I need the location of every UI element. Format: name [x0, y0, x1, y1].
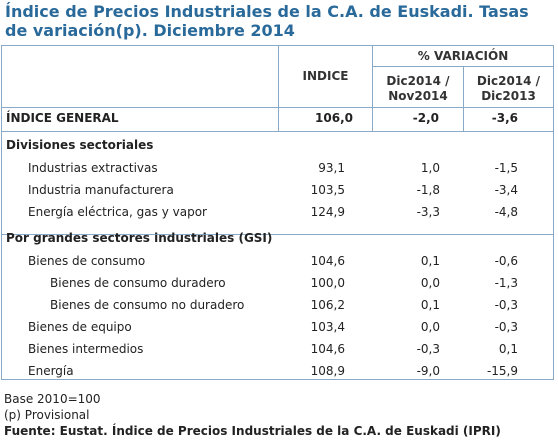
row-var2: -3,4 — [494, 183, 518, 197]
row-indice: 106,2 — [310, 298, 345, 312]
table-row: ÍNDICE GENERAL 106,0 -2,0 -3,6 — [2, 108, 553, 130]
section-heading: Divisiones sectoriales — [2, 135, 553, 157]
table-row: Bienes de consumo 104,6 0,1 -0,6 — [2, 251, 553, 273]
col-divider-2 — [372, 46, 373, 131]
col-divider-1 — [278, 46, 279, 131]
row-var2: -15,9 — [486, 364, 518, 378]
table-row: Energía eléctrica, gas y vapor 124,9 -3,… — [2, 202, 553, 224]
row-var1: 0,0 — [420, 320, 440, 334]
row-label: Bienes de consumo duradero — [50, 276, 226, 290]
row-var2: -4,8 — [494, 205, 518, 219]
data-table: INDICE % VARIACIÓN Dic2014 / Nov2014 Dic… — [1, 45, 554, 380]
row-var1: 1,0 — [420, 161, 440, 175]
header-col1-line2: Nov2014 — [388, 89, 448, 103]
page-title: Índice de Precios Industriales de la C.A… — [5, 2, 529, 40]
row-indice: 106,0 — [315, 111, 353, 125]
row-label: Divisiones sectoriales — [6, 138, 154, 152]
row-label: Bienes de consumo no duradero — [50, 298, 245, 312]
row-indice: 103,5 — [310, 183, 345, 197]
row-var2: -3,6 — [491, 111, 518, 125]
row-var1: -3,3 — [416, 205, 440, 219]
row-var2: -0,3 — [494, 298, 518, 312]
row-var1: -2,0 — [412, 111, 439, 125]
header-indice: INDICE — [302, 69, 349, 83]
row-indice: 93,1 — [318, 161, 345, 175]
row-label: Bienes de equipo — [28, 320, 132, 334]
base-note: Base 2010=100 — [4, 392, 101, 406]
row-indice: 103,4 — [310, 320, 345, 334]
table-row: Bienes de equipo 103,4 0,0 -0,3 — [2, 317, 553, 339]
table-row: Bienes de consumo no duradero 106,2 0,1 … — [2, 295, 553, 317]
row-var1: 0,1 — [420, 298, 440, 312]
header-divider — [372, 66, 553, 67]
section-heading: Por grandes sectores industriales (GSI) — [2, 228, 553, 250]
row-var2: -0,6 — [494, 254, 518, 268]
row-var1: 0,0 — [420, 276, 440, 290]
row-var1: 0,1 — [420, 254, 440, 268]
col-divider-3 — [463, 66, 464, 131]
table-row: Bienes intermedios 104,6 -0,3 0,1 — [2, 339, 553, 361]
header-bottom-line — [2, 107, 553, 108]
table-row: Industria manufacturera 103,5 -1,8 -3,4 — [2, 180, 553, 202]
row-label: ÍNDICE GENERAL — [6, 111, 119, 125]
row-var2: 0,1 — [498, 342, 518, 356]
section-divider-line — [2, 234, 553, 235]
header-col2-line1: Dic2014 / — [476, 74, 541, 88]
row-var2: -1,3 — [494, 276, 518, 290]
header-col1-line1: Dic2014 / — [386, 74, 450, 88]
row-label: Energía eléctrica, gas y vapor — [28, 205, 207, 219]
table-row: Energía 108,9 -9,0 -15,9 — [2, 361, 553, 383]
table-row: Industrias extractivas 93,1 1,0 -1,5 — [2, 158, 553, 180]
header-col2-line2: Dic2013 — [481, 89, 536, 103]
source-note: Fuente: Eustat. Índice de Precios Indust… — [4, 424, 501, 438]
row-label: Bienes de consumo — [28, 254, 146, 268]
row-indice: 104,6 — [310, 342, 345, 356]
row-var1: -1,8 — [416, 183, 440, 197]
general-row-line — [2, 131, 553, 132]
provisional-note: (p) Provisional — [4, 408, 90, 422]
row-var2: -0,3 — [494, 320, 518, 334]
row-indice: 100,0 — [310, 276, 345, 290]
row-var2: -1,5 — [494, 161, 518, 175]
row-label: Industrias extractivas — [28, 161, 158, 175]
row-indice: 108,9 — [310, 364, 345, 378]
row-var1: -0,3 — [416, 342, 440, 356]
table-row: Bienes de consumo duradero 100,0 0,0 -1,… — [2, 273, 553, 295]
row-label: Por grandes sectores industriales (GSI) — [6, 231, 273, 245]
row-var1: -9,0 — [416, 364, 440, 378]
header-variacion: % VARIACIÓN — [417, 49, 509, 63]
row-label: Industria manufacturera — [28, 183, 174, 197]
row-indice: 124,9 — [310, 205, 345, 219]
row-label: Energía — [28, 364, 74, 378]
row-indice: 104,6 — [310, 254, 345, 268]
row-label: Bienes intermedios — [28, 342, 144, 356]
